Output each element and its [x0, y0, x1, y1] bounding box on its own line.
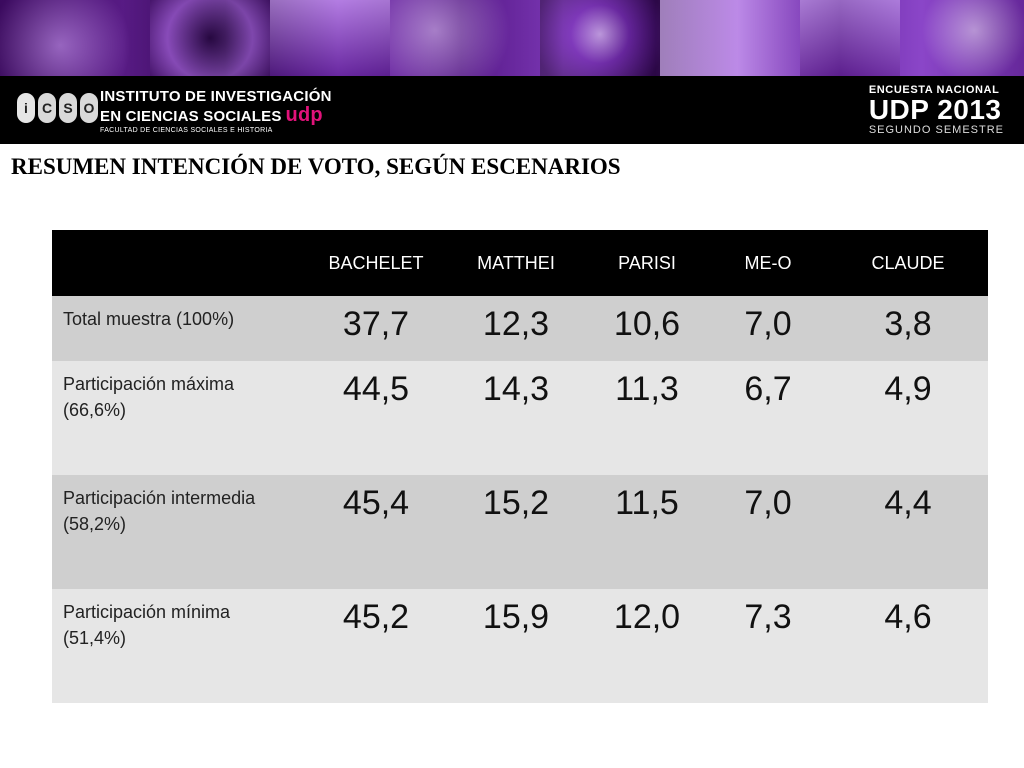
survey-line3: SEGUNDO SEMESTRE — [868, 124, 1004, 136]
table-cell: 7,0 — [708, 475, 828, 589]
table-cell: 3,8 — [828, 296, 988, 361]
column-header: ME-O — [708, 230, 828, 296]
table-cell: 11,5 — [586, 475, 708, 589]
logo-letter: i — [17, 93, 35, 123]
logo-letter: S — [59, 93, 77, 123]
column-header — [52, 230, 306, 296]
survey-label: ENCUESTA NACIONAL UDP 2013 SEGUNDO SEMES… — [869, 84, 1004, 136]
table-cell: 45,4 — [306, 475, 446, 589]
table-cell: 7,3 — [708, 589, 828, 703]
table-row: Participación máxima (66,6%) 44,5 14,3 1… — [52, 361, 988, 475]
table-cell: 45,2 — [306, 589, 446, 703]
institute-line2: EN CIENCIAS SOCIALES udp — [100, 104, 332, 126]
vote-intention-table: BACHELET MATTHEI PARISI ME-O CLAUDE Tota… — [52, 230, 988, 703]
table-cell: 12,3 — [446, 296, 586, 361]
table-cell: 7,0 — [708, 296, 828, 361]
column-header: BACHELET — [306, 230, 446, 296]
table-cell: 15,9 — [446, 589, 586, 703]
row-label: Participación mínima (51,4%) — [52, 589, 306, 703]
table-row: Participación mínima (51,4%) 45,2 15,9 1… — [52, 589, 988, 703]
table-cell: 12,0 — [586, 589, 708, 703]
table-cell: 4,9 — [828, 361, 988, 475]
column-header: MATTHEI — [446, 230, 586, 296]
table-cell: 14,3 — [446, 361, 586, 475]
table-header-row: BACHELET MATTHEI PARISI ME-O CLAUDE — [52, 230, 988, 296]
table-row: Participación intermedia (58,2%) 45,4 15… — [52, 475, 988, 589]
row-label: Total muestra (100%) — [52, 296, 306, 361]
institute-line2-text: EN CIENCIAS SOCIALES — [100, 108, 282, 125]
udp-logo: udp — [285, 104, 323, 126]
table-cell: 4,6 — [828, 589, 988, 703]
survey-line2: UDP 2013 — [868, 94, 1002, 125]
table-cell: 15,2 — [446, 475, 586, 589]
institute-line3: FACULTAD DE CIENCIAS SOCIALES E HISTORIA — [100, 127, 273, 134]
icso-logo: i C S O — [17, 93, 98, 123]
table-cell: 10,6 — [586, 296, 708, 361]
institute-line1: INSTITUTO DE INVESTIGACIÓN — [100, 88, 332, 105]
logo-letter: O — [80, 93, 98, 123]
row-label: Participación máxima (66,6%) — [52, 361, 306, 475]
institute-name: INSTITUTO DE INVESTIGACIÓN EN CIENCIAS S… — [100, 88, 332, 134]
page-title: RESUMEN INTENCIÓN DE VOTO, SEGÚN ESCENAR… — [11, 154, 621, 179]
column-header: PARISI — [586, 230, 708, 296]
header-bar: i C S O INSTITUTO DE INVESTIGACIÓN EN CI… — [0, 76, 1024, 144]
table-cell: 4,4 — [828, 475, 988, 589]
logo-letter: C — [38, 93, 56, 123]
photo-banner — [0, 0, 1024, 76]
table-cell: 11,3 — [586, 361, 708, 475]
table-cell: 37,7 — [306, 296, 446, 361]
row-label: Participación intermedia (58,2%) — [52, 475, 306, 589]
table-cell: 6,7 — [708, 361, 828, 475]
table-cell: 44,5 — [306, 361, 446, 475]
table-row: Total muestra (100%) 37,7 12,3 10,6 7,0 … — [52, 296, 988, 361]
column-header: CLAUDE — [828, 230, 988, 296]
survey-line1: ENCUESTA NACIONAL — [868, 84, 1000, 96]
